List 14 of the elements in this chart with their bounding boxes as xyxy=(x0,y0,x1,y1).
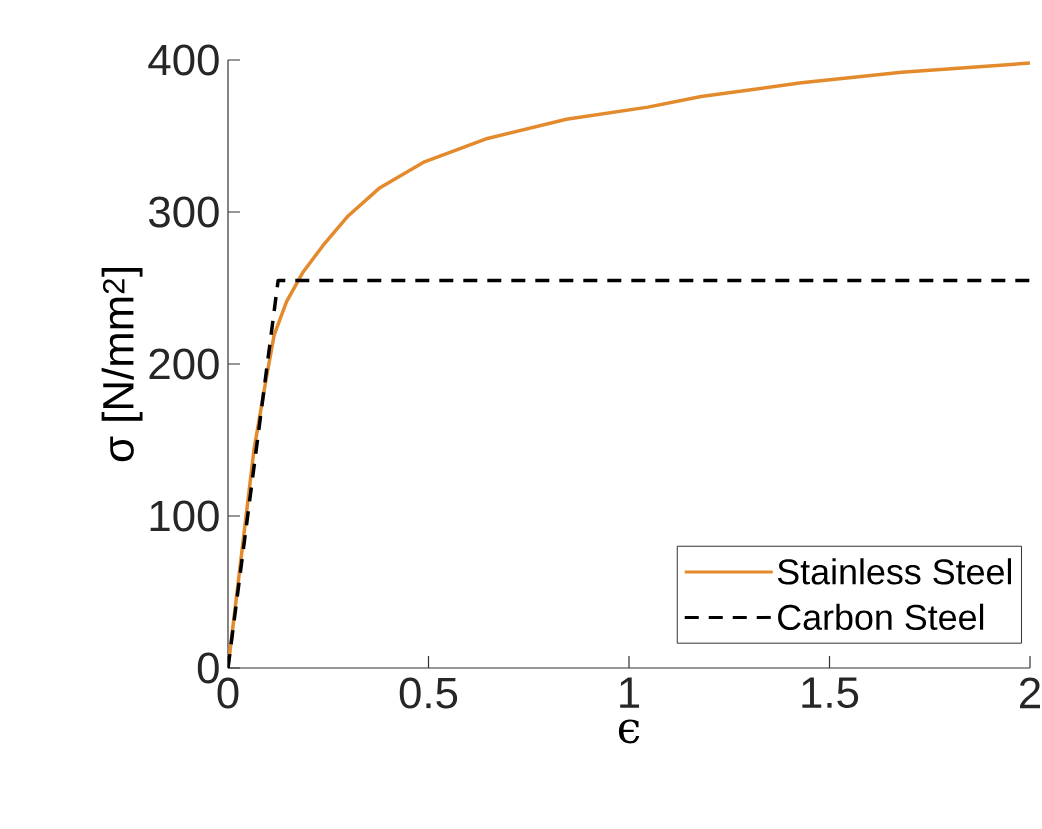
y-tick-label: 200 xyxy=(149,348,219,380)
x-tick-label: 0.5 xyxy=(399,677,458,709)
x-tick-label: 1 xyxy=(620,677,640,708)
y-tick-label: 400 xyxy=(148,44,219,76)
legend-label: Carbon Steel xyxy=(778,603,984,631)
x-axis-title: ϵ xyxy=(618,719,640,744)
y-tick-label: 0 xyxy=(197,652,219,684)
y-axis-title: σ [N/mm$^{2}$] xyxy=(101,268,143,462)
x-tick-label: 2 xyxy=(1020,677,1040,709)
x-tick-label: 1.5 xyxy=(802,677,859,709)
legend-label: Stainless Steel xyxy=(777,558,1012,585)
y-tick-label: 300 xyxy=(149,196,219,228)
y-tick-label: 100 xyxy=(150,500,219,532)
x-tick-label: 0 xyxy=(217,677,239,709)
